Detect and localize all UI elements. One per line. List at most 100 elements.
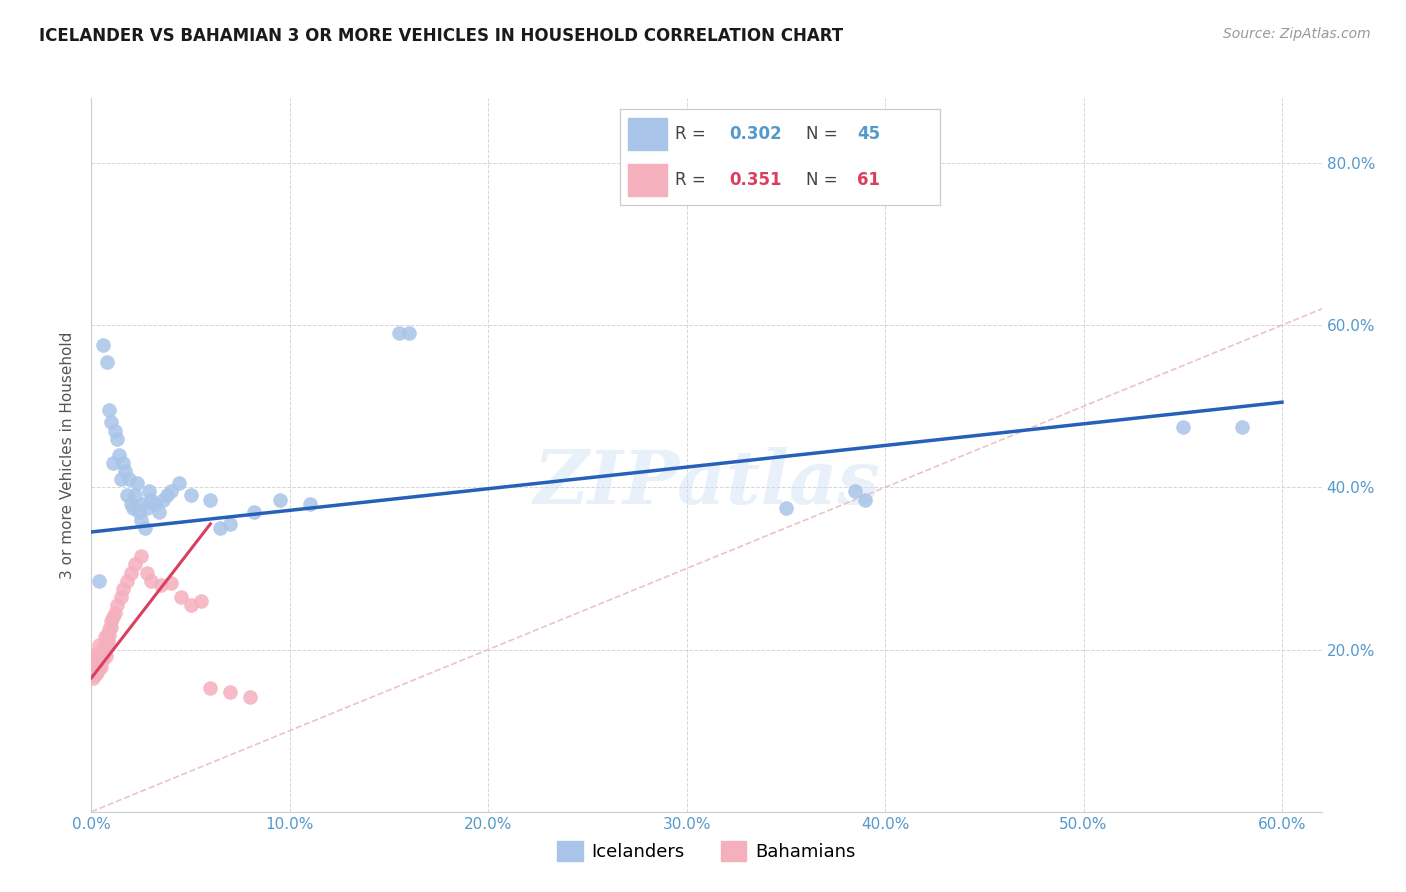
Point — [136, 566, 159, 580]
Point — [122, 500, 145, 515]
Point — [128, 505, 150, 519]
Point — [853, 492, 876, 507]
Point — [98, 628, 121, 642]
Point — [152, 492, 174, 507]
Point — [112, 582, 135, 596]
Point — [96, 354, 118, 368]
Point — [124, 488, 146, 502]
Point — [775, 500, 797, 515]
Point — [156, 488, 179, 502]
Point — [110, 472, 132, 486]
Point — [219, 684, 242, 698]
Point — [139, 492, 162, 507]
Point — [138, 484, 160, 499]
Point — [98, 622, 121, 636]
Point — [89, 648, 111, 663]
Point — [94, 640, 117, 655]
Point — [209, 521, 232, 535]
Point — [219, 516, 242, 531]
Point — [120, 497, 142, 511]
Point — [82, 658, 104, 673]
Point — [129, 513, 152, 527]
Point — [105, 432, 128, 446]
Point — [83, 668, 105, 682]
Point — [82, 663, 104, 677]
Point — [91, 642, 114, 657]
Point — [90, 660, 112, 674]
Point — [105, 598, 128, 612]
Point — [103, 456, 125, 470]
Point — [89, 639, 111, 653]
Point — [124, 558, 146, 572]
Point — [1171, 419, 1194, 434]
Point — [115, 488, 138, 502]
Point — [180, 488, 202, 502]
Text: Source: ZipAtlas.com: Source: ZipAtlas.com — [1223, 27, 1371, 41]
Point — [115, 574, 138, 588]
Point — [83, 663, 105, 677]
Point — [148, 505, 170, 519]
Point — [96, 639, 118, 653]
Point — [103, 610, 125, 624]
Point — [149, 577, 172, 591]
Point — [91, 652, 114, 666]
Point — [82, 666, 104, 681]
Legend: Icelanders, Bahamians: Icelanders, Bahamians — [548, 831, 865, 871]
Point — [84, 666, 107, 681]
Point — [98, 403, 121, 417]
Point — [118, 472, 141, 486]
Point — [136, 500, 159, 515]
Point — [159, 484, 181, 499]
Point — [82, 655, 104, 669]
Point — [104, 606, 127, 620]
Point — [120, 566, 142, 580]
Point — [84, 647, 107, 661]
Text: ICELANDER VS BAHAMIAN 3 OR MORE VEHICLES IN HOUSEHOLD CORRELATION CHART: ICELANDER VS BAHAMIAN 3 OR MORE VEHICLES… — [39, 27, 844, 45]
Point — [93, 647, 115, 661]
Point — [180, 598, 202, 612]
Point — [129, 549, 152, 564]
Point — [86, 665, 108, 680]
Point — [243, 505, 266, 519]
Point — [190, 594, 212, 608]
Point — [86, 657, 108, 672]
Point — [91, 338, 114, 352]
Point — [94, 631, 117, 645]
Point — [398, 326, 420, 341]
Point — [159, 576, 181, 591]
Point — [1232, 419, 1254, 434]
Y-axis label: 3 or more Vehicles in Household: 3 or more Vehicles in Household — [60, 331, 76, 579]
Point — [104, 424, 127, 438]
Point — [200, 492, 222, 507]
Point — [86, 660, 108, 674]
Point — [134, 521, 156, 535]
Point — [139, 574, 162, 588]
Point — [143, 497, 166, 511]
Point — [108, 448, 131, 462]
Point — [132, 497, 155, 511]
Point — [87, 663, 110, 677]
Point — [100, 620, 122, 634]
Point — [91, 647, 114, 661]
Point — [90, 652, 112, 666]
Point — [200, 681, 222, 696]
Point — [94, 648, 117, 663]
Point — [82, 671, 104, 685]
Point — [82, 660, 104, 674]
Point — [298, 497, 321, 511]
Point — [83, 657, 105, 672]
Point — [86, 650, 108, 665]
Point — [87, 652, 110, 666]
Point — [112, 456, 135, 470]
Point — [167, 476, 190, 491]
Point — [110, 590, 132, 604]
Point — [269, 492, 291, 507]
Point — [388, 326, 411, 341]
Point — [82, 668, 104, 682]
Point — [82, 665, 104, 680]
Point — [89, 574, 111, 588]
Point — [844, 484, 866, 499]
Point — [96, 628, 118, 642]
Point — [89, 660, 111, 674]
Point — [89, 647, 111, 661]
